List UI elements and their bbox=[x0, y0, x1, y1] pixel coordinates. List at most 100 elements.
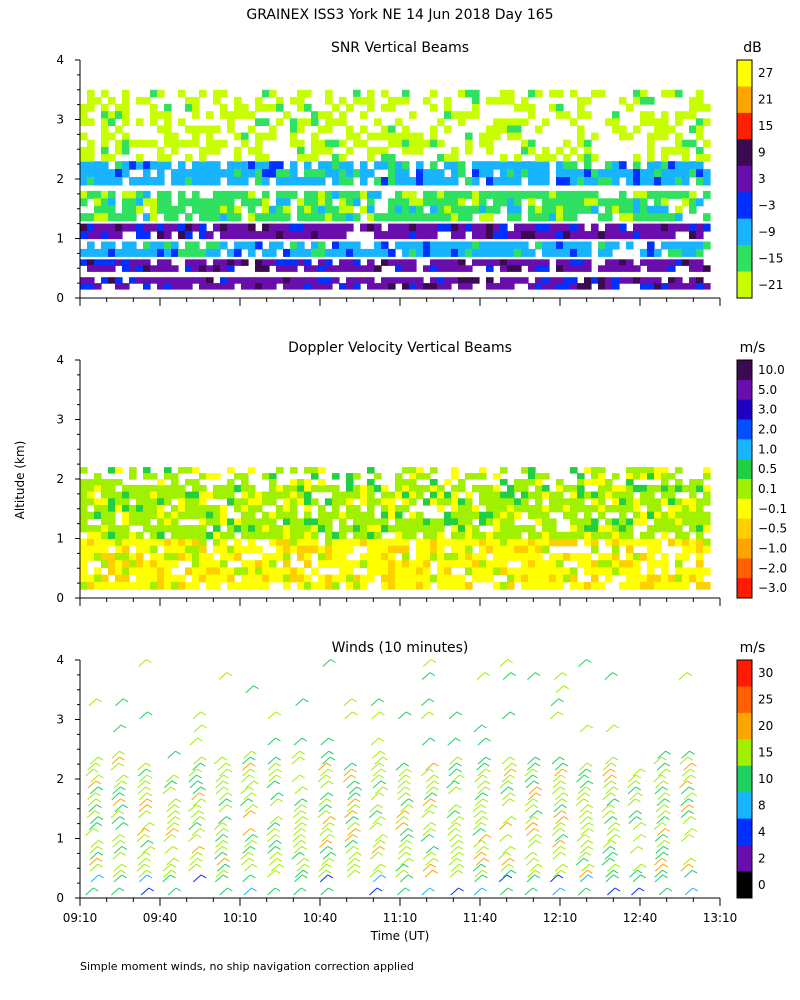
heatmap-cell bbox=[591, 498, 599, 506]
heatmap-cell bbox=[262, 525, 270, 533]
heatmap-cell bbox=[395, 169, 403, 178]
heatmap-cell bbox=[269, 125, 277, 134]
heatmap-cell bbox=[430, 265, 438, 272]
heatmap-cell bbox=[150, 473, 158, 480]
heatmap-cell bbox=[409, 283, 417, 290]
heatmap-cell bbox=[325, 169, 333, 178]
wind-barb-flag bbox=[586, 762, 593, 767]
wind-barb bbox=[472, 804, 482, 813]
heatmap-cell bbox=[493, 525, 501, 533]
heatmap-cell bbox=[290, 177, 298, 186]
heatmap-cell bbox=[423, 581, 431, 590]
wind-barb-flag bbox=[560, 845, 566, 850]
wind-barb bbox=[679, 780, 688, 789]
wind-barb bbox=[243, 792, 252, 801]
heatmap-cell bbox=[647, 177, 655, 186]
heatmap-cell bbox=[682, 498, 690, 506]
heatmap-cell bbox=[178, 248, 186, 257]
heatmap-cell bbox=[696, 277, 704, 284]
heatmap-cell bbox=[521, 505, 529, 513]
heatmap-cell bbox=[409, 248, 417, 257]
heatmap-cell bbox=[227, 567, 235, 576]
heatmap-cell bbox=[409, 146, 417, 155]
heatmap-cell bbox=[269, 511, 277, 519]
wind-barb-flag bbox=[120, 798, 126, 803]
heatmap-cell bbox=[87, 146, 95, 155]
wind-barb bbox=[655, 804, 665, 813]
heatmap-cell bbox=[612, 259, 620, 266]
heatmap-cell bbox=[311, 169, 319, 178]
wind-barb-flag bbox=[403, 762, 410, 767]
heatmap-cell bbox=[472, 248, 480, 257]
wind-barb-flag bbox=[146, 774, 153, 779]
wind-barb bbox=[167, 750, 176, 759]
wind-barb bbox=[190, 810, 200, 819]
wind-barb bbox=[192, 816, 201, 824]
heatmap-cell bbox=[346, 567, 354, 576]
heatmap-cell bbox=[178, 283, 186, 290]
heatmap-cell bbox=[108, 111, 116, 119]
heatmap-cell bbox=[297, 241, 305, 250]
wind-barb bbox=[318, 798, 327, 807]
heatmap-cell bbox=[570, 205, 578, 214]
wind-barb-flag bbox=[247, 798, 254, 803]
wind-barb-flag bbox=[663, 780, 669, 785]
heatmap-cell bbox=[472, 553, 480, 561]
heatmap-cell bbox=[227, 581, 235, 590]
heatmap-cell bbox=[402, 518, 410, 526]
heatmap-cell bbox=[486, 132, 494, 141]
heatmap-cell bbox=[535, 574, 543, 583]
wind-barb-flag bbox=[145, 762, 151, 767]
heatmap-cell bbox=[388, 248, 396, 257]
heatmap-cell bbox=[591, 491, 599, 499]
wind-barb-flag bbox=[612, 672, 618, 677]
heatmap-cell bbox=[703, 581, 711, 590]
heatmap-cell bbox=[563, 169, 571, 178]
wind-barb-flag bbox=[560, 851, 566, 856]
wind-barb bbox=[473, 887, 483, 896]
heatmap-cell bbox=[276, 259, 284, 266]
wind-barb bbox=[371, 846, 381, 854]
wind-barb bbox=[191, 792, 200, 801]
wind-barb bbox=[577, 851, 587, 860]
heatmap-cell bbox=[101, 498, 109, 506]
heatmap-cell bbox=[626, 467, 634, 474]
heatmap-cell bbox=[458, 231, 466, 240]
heatmap-cell bbox=[143, 498, 151, 506]
heatmap-cell bbox=[682, 177, 690, 186]
heatmap-cell bbox=[542, 505, 550, 513]
heatmap-cell bbox=[444, 581, 452, 590]
heatmap-cell bbox=[178, 277, 186, 284]
wind-barb-flag bbox=[638, 887, 645, 892]
heatmap-cell bbox=[535, 213, 543, 222]
wind-barb-flag bbox=[302, 816, 308, 821]
wind-barb-flag bbox=[404, 786, 411, 791]
wind-barb bbox=[163, 869, 172, 878]
heatmap-cell bbox=[136, 118, 144, 126]
wind-barb-flag bbox=[407, 828, 414, 832]
heatmap-cell bbox=[178, 223, 186, 232]
wind-barb-flag bbox=[354, 822, 361, 827]
heatmap-cell bbox=[395, 277, 403, 284]
heatmap-cell bbox=[577, 484, 585, 493]
heatmap-cell bbox=[339, 205, 347, 214]
heatmap-cell bbox=[171, 545, 179, 554]
heatmap-cell bbox=[206, 277, 214, 284]
wind-barb bbox=[88, 857, 98, 866]
heatmap-cell bbox=[507, 205, 515, 214]
wind-barb bbox=[579, 816, 589, 824]
heatmap-cell bbox=[689, 96, 697, 105]
wind-barb-flag bbox=[457, 845, 464, 850]
heatmap-cell bbox=[479, 190, 487, 199]
wind-barb-flag bbox=[120, 839, 126, 844]
wind-barb-flag bbox=[562, 792, 569, 797]
heatmap-cell bbox=[626, 574, 634, 583]
heatmap-cell bbox=[486, 223, 494, 232]
colorbar-segment bbox=[737, 845, 752, 873]
wind-barb-flag bbox=[378, 774, 385, 779]
heatmap-cell bbox=[451, 473, 459, 480]
heatmap-cell bbox=[87, 169, 95, 178]
heatmap-cell bbox=[108, 190, 116, 199]
heatmap-cell bbox=[689, 205, 697, 214]
wind-barb-flag bbox=[561, 798, 568, 803]
